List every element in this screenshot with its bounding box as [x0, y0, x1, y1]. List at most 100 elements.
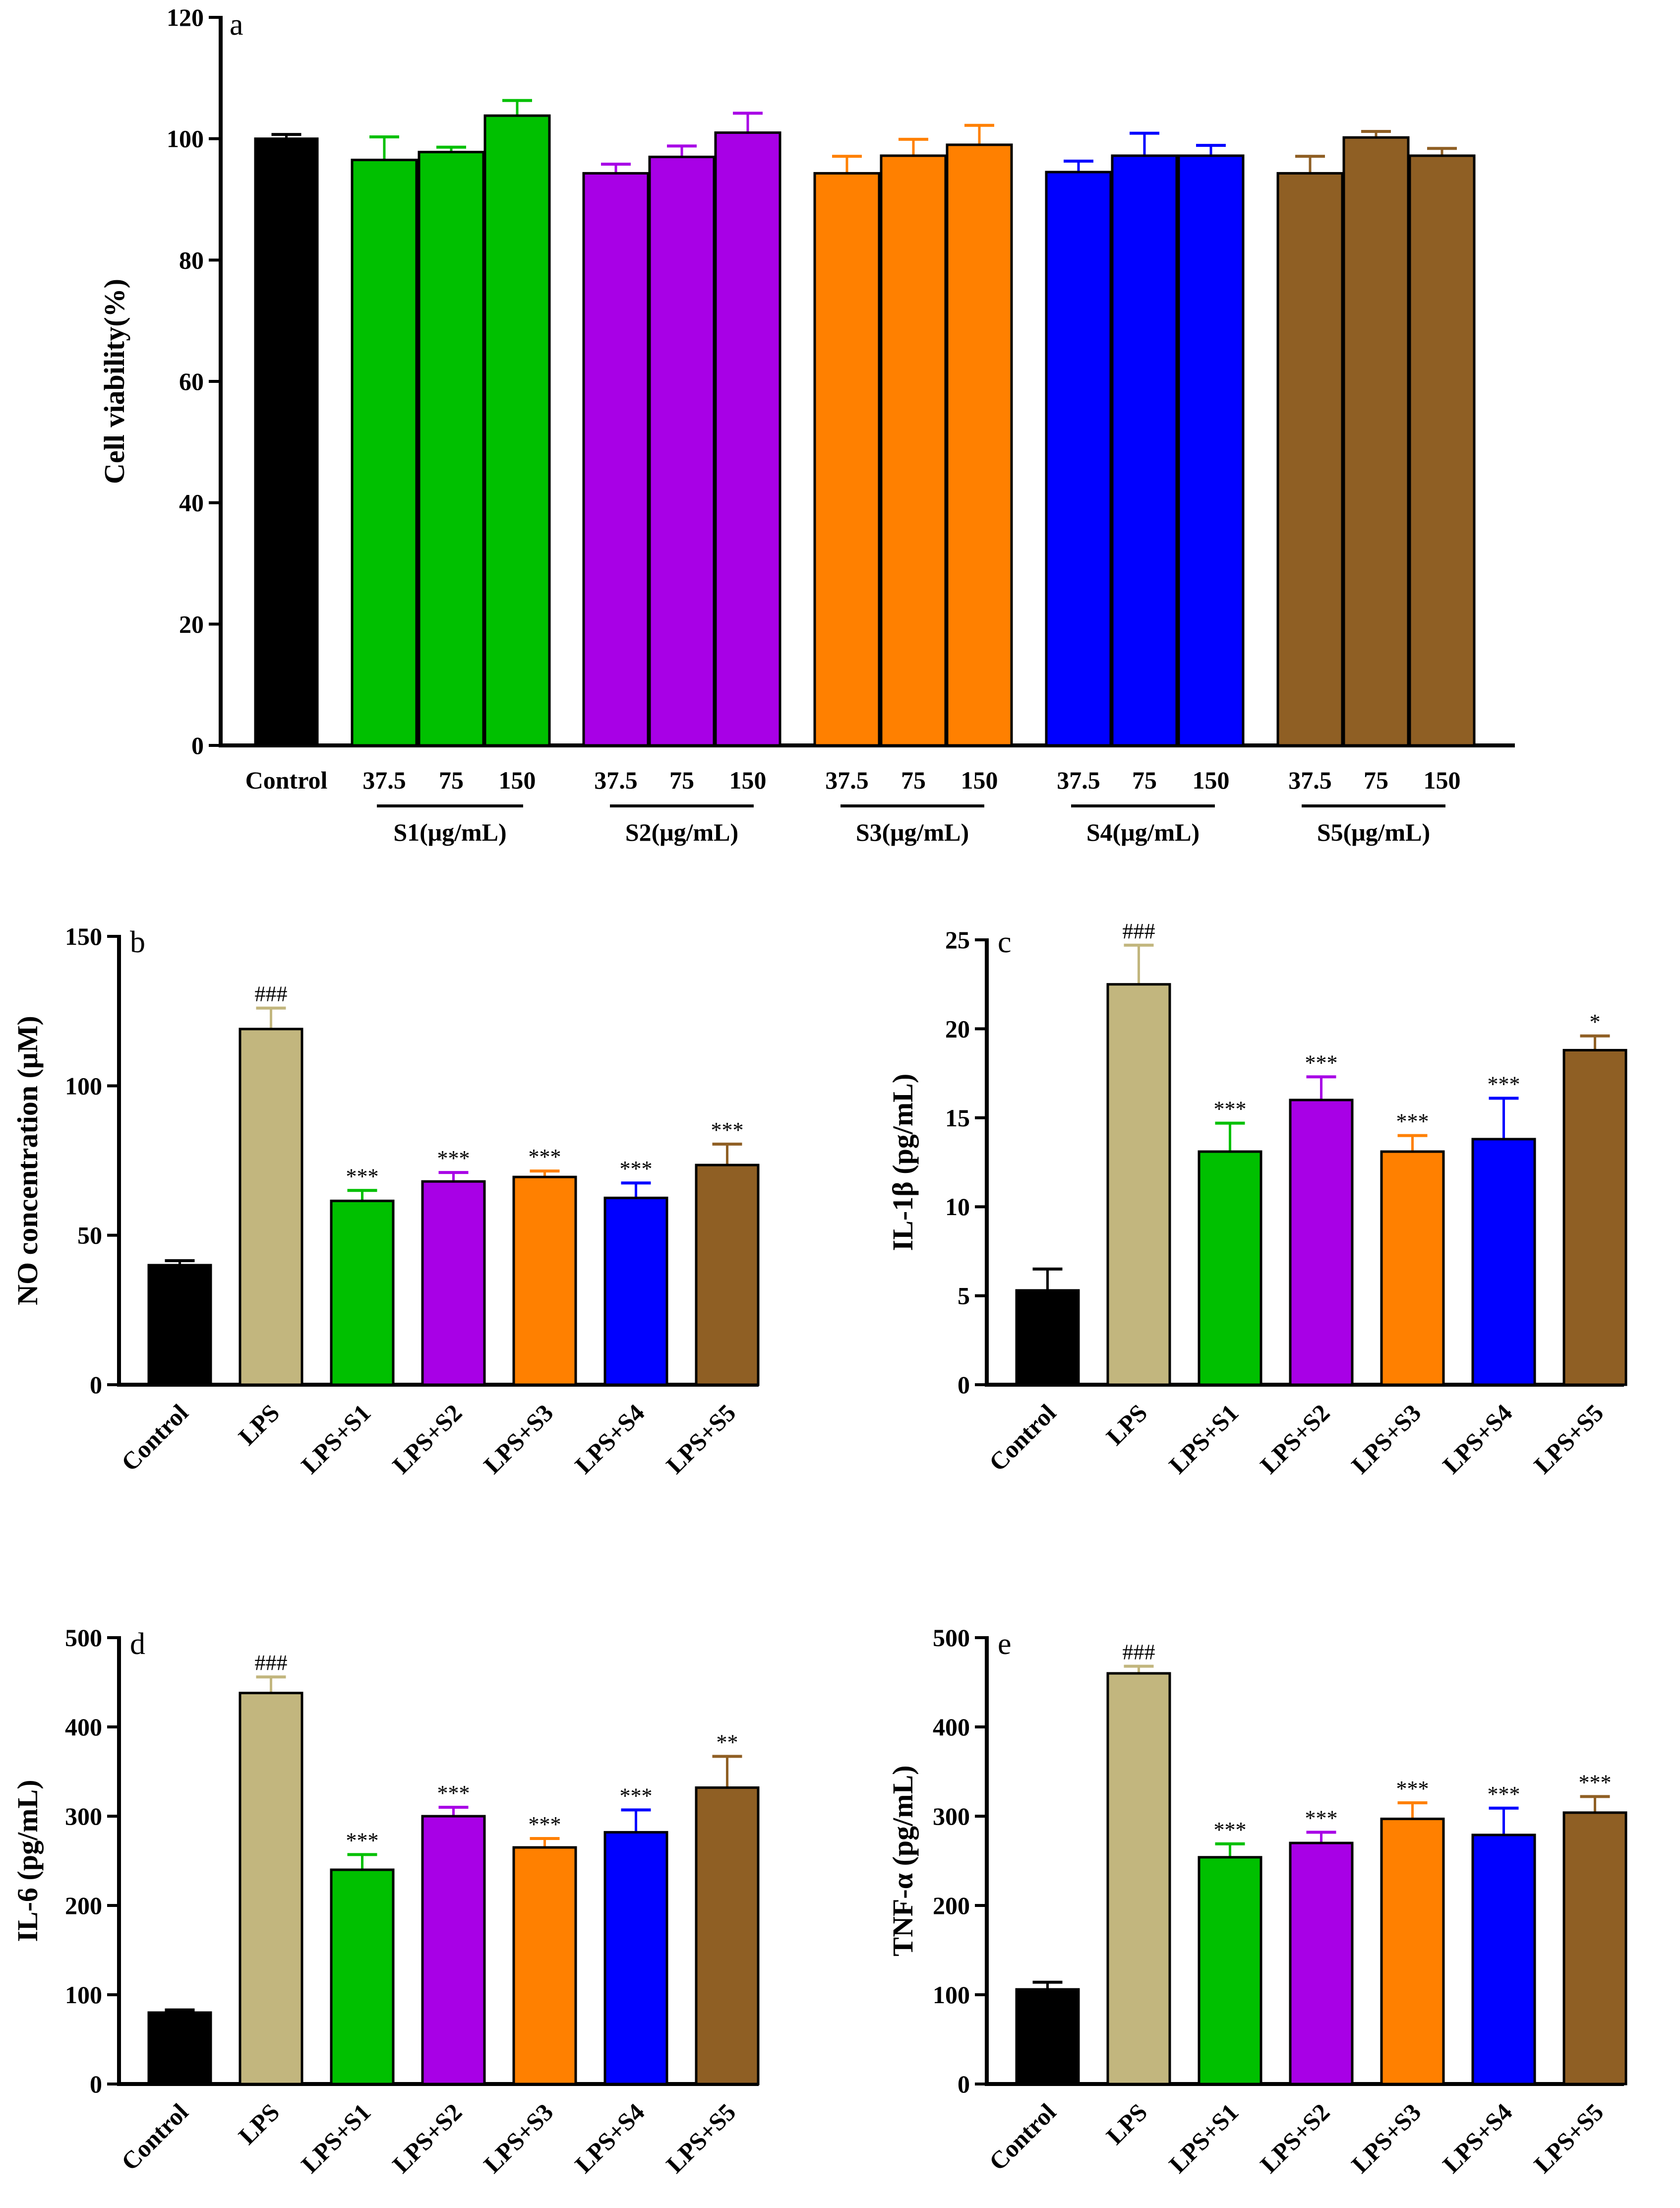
group-label: S1(μg/mL)	[393, 818, 506, 846]
y-tick-label: 300	[933, 1802, 970, 1830]
y-tick-label: 100	[65, 1072, 102, 1100]
bar	[254, 137, 319, 747]
bar	[239, 1028, 303, 1386]
x-tick-label: 150	[961, 766, 998, 794]
bar	[1289, 1841, 1354, 2085]
x-tick-label: Control	[983, 2098, 1061, 2176]
significance-marker: ***	[346, 1828, 379, 1852]
significance-marker: ***	[711, 1118, 744, 1142]
y-tick-label: 20	[945, 1015, 970, 1043]
panel-letter: d	[130, 1627, 145, 1661]
bar	[512, 1846, 577, 2085]
bar	[813, 172, 881, 747]
bar	[351, 158, 418, 747]
x-tick-label: LPS+S1	[1163, 1399, 1244, 1479]
bar	[1045, 171, 1112, 747]
x-tick-label: LPS+S1	[296, 2098, 376, 2178]
significance-marker: ***	[620, 1157, 653, 1181]
group-label: S2(μg/mL)	[625, 818, 738, 846]
group-label: S4(μg/mL)	[1086, 818, 1200, 846]
x-tick-label: LPS+S5	[660, 1399, 741, 1479]
significance-marker: ***	[529, 1145, 561, 1169]
y-tick-label: 0	[90, 2070, 102, 2098]
significance-marker: ***	[437, 1146, 470, 1170]
bar	[147, 2011, 212, 2085]
bar	[1198, 1856, 1262, 2085]
significance-marker: ***	[1396, 1109, 1429, 1134]
bar	[695, 1164, 760, 1386]
significance-marker: ***	[1214, 1097, 1247, 1121]
x-tick-label: LPS+S5	[660, 2098, 741, 2178]
x-tick-label: Control	[245, 766, 328, 794]
y-tick-label: 100	[933, 1981, 970, 2009]
significance-marker: ***	[1214, 1818, 1247, 1842]
y-tick-label: 100	[167, 125, 204, 153]
bar	[1015, 1988, 1080, 2085]
y-axis-title: IL-6 (pg/mL)	[11, 1779, 44, 1942]
panel-d-il-6-chart: 0 100 200 300 400 500 IL-6 (pg/mL) d Control ### L…	[11, 1624, 760, 2178]
x-tick-label: LPS+S4	[569, 2098, 650, 2178]
y-tick-label: 200	[65, 1892, 102, 1919]
bar	[695, 1786, 760, 2085]
x-tick-label: LPS	[1101, 2098, 1152, 2149]
bar	[1289, 1099, 1354, 1386]
x-tick-label: 75	[669, 766, 694, 794]
x-tick-label: LPS	[233, 2098, 285, 2149]
x-tick-label: 37.5	[825, 766, 869, 794]
y-tick-label: 0	[191, 732, 204, 759]
significance-marker: ***	[1488, 1072, 1520, 1096]
bar	[1276, 172, 1344, 747]
bar	[1380, 1150, 1445, 1386]
bar	[1106, 983, 1171, 1386]
y-axis-title: Cell viability(%)	[98, 279, 130, 484]
y-tick-label: 300	[65, 1802, 102, 1830]
y-tick-label: 10	[945, 1193, 970, 1221]
x-tick-label: LPS+S3	[1346, 1399, 1426, 1479]
bar	[330, 1868, 395, 2085]
bar	[1562, 1048, 1627, 1386]
significance-marker: ###	[1123, 1640, 1155, 1664]
y-tick-label: 80	[179, 246, 204, 274]
significance-marker: ###	[255, 1651, 288, 1675]
x-tick-label: 75	[1364, 766, 1388, 794]
x-tick-label: LPS+S2	[1255, 2098, 1335, 2178]
x-tick-label: 37.5	[362, 766, 406, 794]
x-tick-label: 150	[1424, 766, 1461, 794]
significance-marker: *	[1590, 1010, 1601, 1034]
group-label: S3(μg/mL)	[856, 818, 969, 846]
bar	[1471, 1138, 1536, 1386]
bar	[1177, 154, 1245, 747]
bar	[418, 151, 485, 747]
significance-marker: ***	[1488, 1782, 1520, 1806]
bar	[648, 155, 716, 747]
y-tick-label: 25	[945, 926, 970, 954]
bar	[1342, 136, 1410, 747]
y-tick-label: 400	[933, 1713, 970, 1741]
panel-b-no-concentration-chart: 0 50 100 150 NO concentration (μM) b Control ##…	[11, 922, 760, 1479]
x-tick-label: LPS+S4	[1437, 2098, 1517, 2178]
x-tick-label: LPS+S5	[1528, 1399, 1609, 1479]
significance-marker: ***	[620, 1783, 653, 1808]
x-tick-label: LPS+S1	[296, 1399, 376, 1479]
significance-marker: ***	[1305, 1806, 1338, 1830]
bar	[1408, 154, 1476, 747]
x-tick-label: 150	[499, 766, 536, 794]
y-tick-label: 500	[65, 1624, 102, 1652]
y-tick-label: 120	[167, 3, 204, 31]
x-tick-label: LPS+S1	[1163, 2098, 1244, 2178]
x-tick-label: LPS+S4	[569, 1399, 650, 1479]
y-tick-label: 15	[945, 1104, 970, 1132]
x-tick-label: 37.5	[1288, 766, 1332, 794]
x-tick-label: 150	[729, 766, 767, 794]
x-tick-label: Control	[116, 2098, 193, 2176]
x-tick-label: 37.5	[1057, 766, 1100, 794]
panel-letter: a	[230, 8, 243, 42]
y-tick-label: 0	[958, 1371, 970, 1399]
significance-marker: ***	[1396, 1777, 1429, 1801]
x-tick-label: LPS	[1101, 1399, 1152, 1450]
significance-marker: ###	[255, 982, 288, 1006]
panel-a-cell-viability-chart: 0 20 40 60 80 100 120 Cell viability(%) a Control…	[98, 3, 1515, 846]
bar	[1198, 1150, 1262, 1386]
panel-letter: c	[998, 925, 1012, 959]
